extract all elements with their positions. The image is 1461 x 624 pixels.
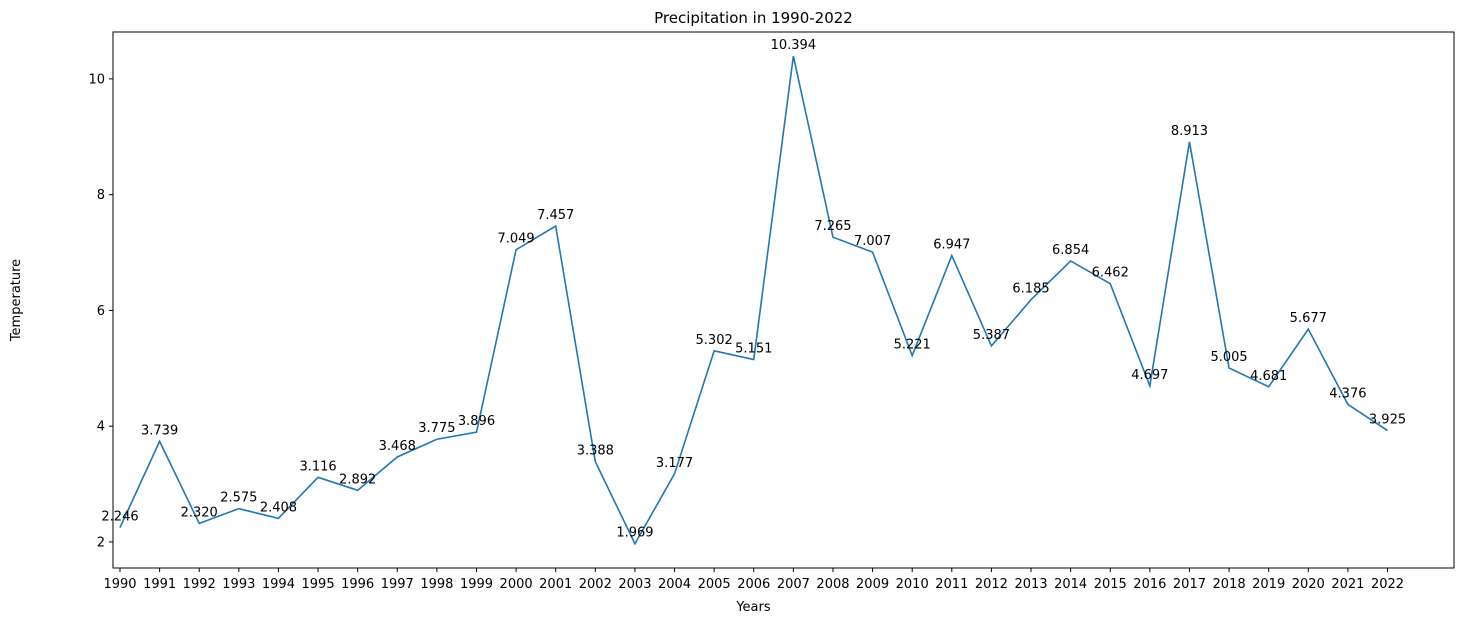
- x-tick-label: 2013: [1014, 577, 1047, 592]
- series-line: [119, 55, 1388, 546]
- x-tick-label: 1991: [143, 577, 176, 592]
- data-label: 3.775: [418, 421, 455, 436]
- data-label: 5.677: [1290, 311, 1327, 326]
- data-label: 8.913: [1171, 124, 1208, 139]
- data-label: 5.005: [1210, 350, 1247, 365]
- data-label: 5.151: [735, 342, 772, 357]
- x-tick-label: 2017: [1173, 577, 1206, 592]
- y-axis: 2 4 6 8 10: [88, 72, 113, 550]
- x-tick-label: 2007: [777, 577, 810, 592]
- data-label: 2.320: [181, 505, 218, 520]
- x-axis: 1990 1991 1992 1993 1994 1995 1996 1997 1998 1999…: [103, 568, 1404, 592]
- x-tick-label: 2008: [816, 577, 849, 592]
- data-label: 1.969: [616, 526, 653, 541]
- data-label: 6.462: [1092, 266, 1129, 281]
- data-label: 2.246: [101, 510, 138, 525]
- x-tick-label: 2020: [1292, 577, 1325, 592]
- data-label: 7.457: [537, 208, 574, 223]
- x-axis-label: Years: [735, 600, 771, 615]
- x-tick-label: 1994: [262, 577, 295, 592]
- x-tick-label: 2004: [658, 577, 691, 592]
- data-label: 2.892: [339, 472, 376, 487]
- data-label: 5.221: [894, 338, 931, 353]
- y-tick-label: 2: [97, 535, 105, 550]
- data-label: 6.185: [1012, 282, 1049, 297]
- x-tick-label: 1996: [341, 577, 374, 592]
- x-tick-label: 1998: [420, 577, 453, 592]
- data-label: 7.007: [854, 234, 891, 249]
- x-tick-label: 2011: [935, 577, 968, 592]
- data-label: 3.116: [299, 459, 336, 474]
- chart-title: Precipitation in 1990-2022: [654, 9, 853, 27]
- x-tick-label: 2022: [1371, 577, 1404, 592]
- plot-area: [112, 31, 1455, 569]
- data-label: 3.388: [577, 444, 614, 459]
- data-label: 10.394: [771, 38, 817, 53]
- data-label: 6.947: [933, 238, 970, 253]
- data-label: 4.681: [1250, 369, 1287, 384]
- x-tick-label: 1997: [381, 577, 414, 592]
- data-label: 7.265: [814, 219, 851, 234]
- x-tick-label: 2003: [618, 577, 651, 592]
- x-tick-label: 2014: [1054, 577, 1087, 592]
- x-tick-label: 1999: [460, 577, 493, 592]
- data-label: 4.697: [1131, 368, 1168, 383]
- x-tick-label: 1995: [302, 577, 335, 592]
- y-tick-label: 8: [97, 188, 105, 203]
- x-tick-label: 2000: [500, 577, 533, 592]
- y-tick-label: 6: [97, 304, 105, 319]
- x-tick-label: 2019: [1252, 577, 1285, 592]
- x-tick-label: 1993: [222, 577, 255, 592]
- data-label: 2.575: [220, 491, 257, 506]
- x-tick-label: 2002: [579, 577, 612, 592]
- data-label: 5.302: [696, 333, 733, 348]
- x-tick-label: 2012: [975, 577, 1008, 592]
- x-tick-label: 2001: [539, 577, 572, 592]
- y-axis-label: Temperature: [9, 259, 24, 342]
- x-tick-label: 2018: [1213, 577, 1246, 592]
- x-tick-label: 2016: [1133, 577, 1166, 592]
- x-tick-label: 2010: [896, 577, 929, 592]
- data-label: 5.387: [973, 328, 1010, 343]
- x-tick-label: 2009: [856, 577, 889, 592]
- data-label: 4.376: [1329, 386, 1366, 401]
- data-label: 3.177: [656, 456, 693, 471]
- x-tick-label: 2006: [737, 577, 770, 592]
- x-tick-label: 1990: [103, 577, 136, 592]
- data-label: 2.408: [260, 500, 297, 515]
- data-label: 3.925: [1369, 413, 1406, 428]
- data-label: 7.049: [497, 232, 534, 247]
- x-tick-label: 2005: [698, 577, 731, 592]
- data-label: 3.468: [379, 439, 416, 454]
- x-tick-label: 2015: [1094, 577, 1127, 592]
- data-label: 3.896: [458, 414, 495, 429]
- x-tick-label: 2021: [1331, 577, 1364, 592]
- y-tick-label: 4: [97, 420, 105, 435]
- data-label: 3.739: [141, 423, 178, 438]
- x-tick-label: 1992: [183, 577, 216, 592]
- y-tick-label: 10: [88, 72, 105, 87]
- data-label: 6.854: [1052, 243, 1089, 258]
